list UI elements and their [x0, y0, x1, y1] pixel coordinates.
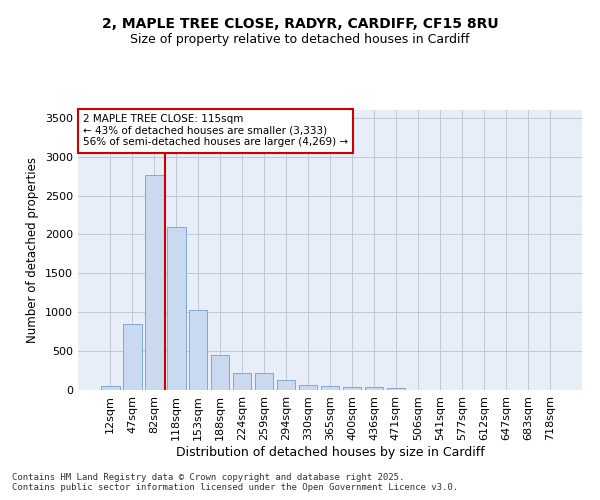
Bar — [343, 387, 361, 390]
Bar — [320, 386, 340, 390]
Text: 2 MAPLE TREE CLOSE: 115sqm
← 43% of detached houses are smaller (3,333)
56% of s: 2 MAPLE TREE CLOSE: 115sqm ← 43% of deta… — [83, 114, 348, 148]
Bar — [255, 374, 274, 390]
Bar — [101, 386, 119, 390]
Bar — [386, 388, 405, 390]
Bar — [145, 176, 164, 390]
Bar — [189, 310, 208, 390]
Bar — [233, 374, 251, 390]
Bar — [299, 386, 317, 390]
Bar — [211, 355, 229, 390]
Y-axis label: Number of detached properties: Number of detached properties — [26, 157, 40, 343]
X-axis label: Distribution of detached houses by size in Cardiff: Distribution of detached houses by size … — [176, 446, 484, 458]
Bar — [365, 388, 383, 390]
Text: 2, MAPLE TREE CLOSE, RADYR, CARDIFF, CF15 8RU: 2, MAPLE TREE CLOSE, RADYR, CARDIFF, CF1… — [101, 18, 499, 32]
Bar — [167, 226, 185, 390]
Text: Size of property relative to detached houses in Cardiff: Size of property relative to detached ho… — [130, 32, 470, 46]
Text: Contains HM Land Registry data © Crown copyright and database right 2025.
Contai: Contains HM Land Registry data © Crown c… — [12, 473, 458, 492]
Bar — [277, 380, 295, 390]
Bar — [123, 324, 142, 390]
